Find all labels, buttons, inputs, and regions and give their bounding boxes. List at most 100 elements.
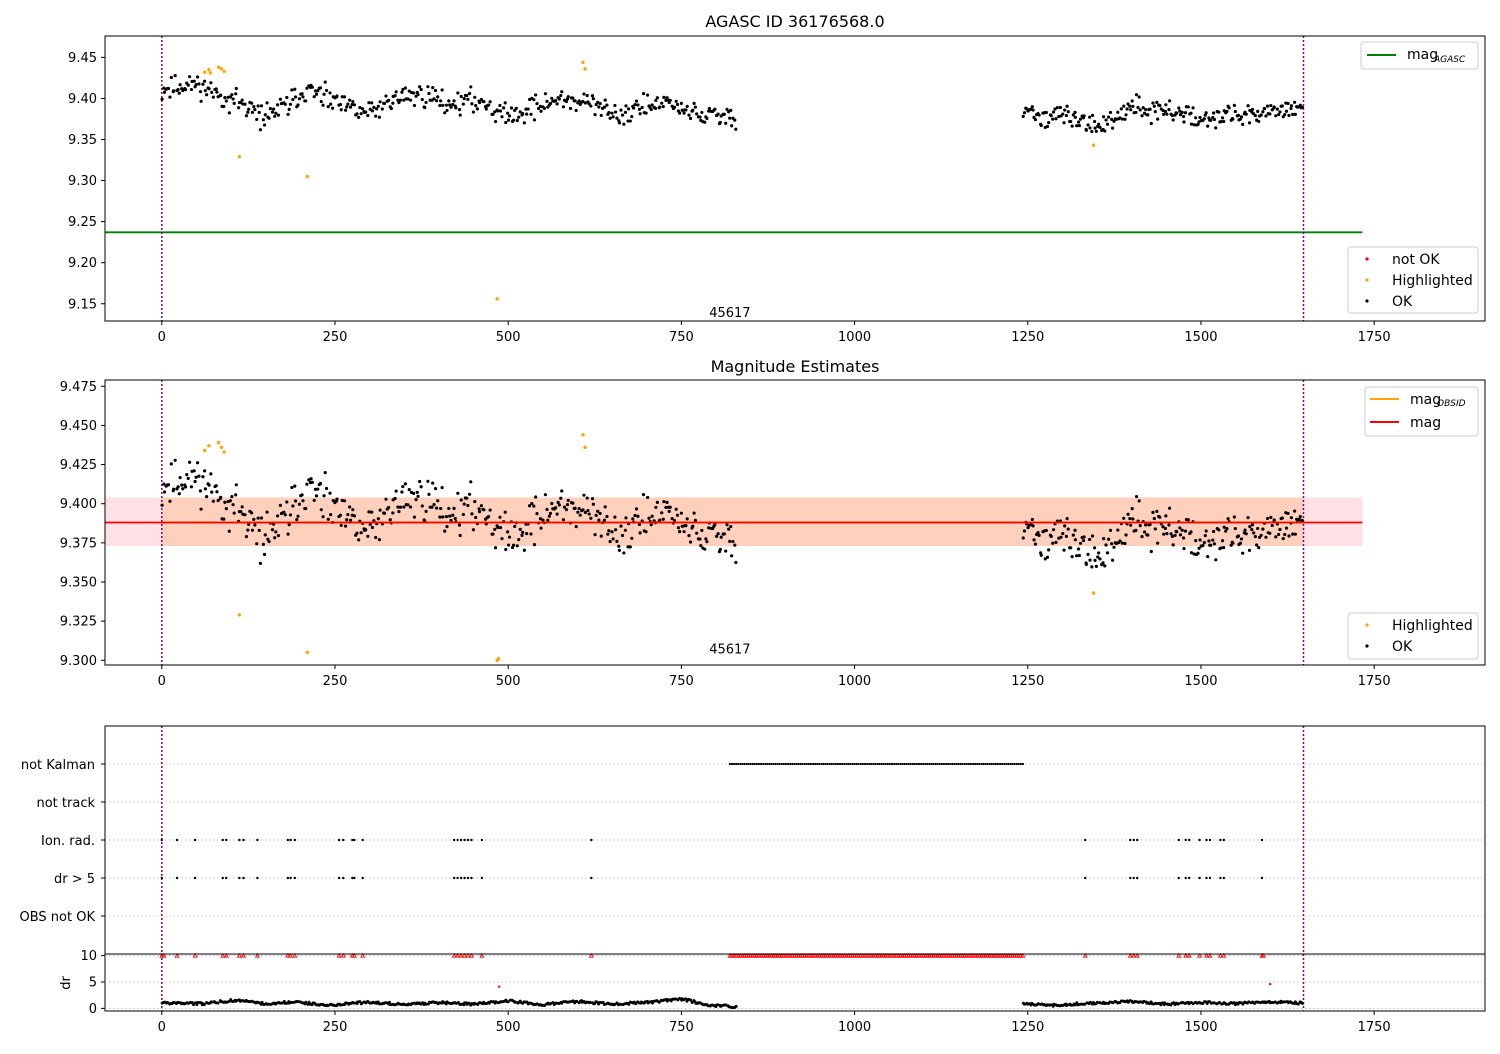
data-point	[1231, 117, 1235, 121]
data-point	[351, 508, 355, 512]
flag-point	[466, 876, 470, 880]
data-point	[397, 509, 401, 514]
flag-point	[992, 762, 995, 766]
flag-point	[936, 762, 939, 766]
flag-point	[452, 876, 456, 880]
data-point	[535, 512, 539, 516]
data-point	[634, 507, 639, 511]
data-point	[498, 109, 503, 113]
data-point	[607, 110, 611, 115]
data-point	[611, 115, 615, 119]
data-point	[529, 532, 533, 536]
data-point	[1086, 123, 1090, 127]
dr-clipped-marker	[1020, 952, 1026, 958]
data-point	[1069, 119, 1073, 124]
flag-point	[1132, 838, 1135, 842]
flag-point	[1015, 762, 1018, 766]
data-point	[545, 99, 549, 104]
flag-point	[1084, 876, 1087, 880]
data-point	[222, 517, 226, 521]
data-point	[447, 506, 451, 510]
flag-label-not-track: not track	[36, 796, 95, 811]
data-point	[443, 529, 447, 533]
data-point	[394, 489, 398, 493]
data-point	[1164, 514, 1168, 518]
data-point	[658, 105, 662, 109]
data-point	[613, 103, 617, 108]
flag-point	[1187, 838, 1191, 842]
flag-point	[337, 876, 341, 880]
data-point	[550, 501, 554, 506]
data-point	[1142, 530, 1147, 534]
data-point	[1110, 117, 1114, 122]
estimates-legend-lower: Highlighted OK	[1347, 612, 1479, 660]
data-point	[1054, 117, 1058, 121]
data-point	[646, 495, 650, 500]
data-point	[1066, 527, 1070, 531]
data-point	[382, 101, 387, 106]
data-point	[186, 476, 190, 480]
dr-y-axis: 0 5 10	[80, 949, 105, 1017]
data-point	[1088, 558, 1092, 562]
data-point	[293, 95, 298, 99]
data-point	[687, 113, 691, 117]
data-point	[370, 525, 375, 530]
data-point	[728, 539, 732, 543]
data-point	[1161, 525, 1165, 529]
flag-point	[911, 762, 914, 766]
data-point	[493, 527, 497, 531]
data-point	[1212, 111, 1216, 115]
data-point	[318, 86, 323, 90]
data-point	[640, 105, 644, 110]
data-point	[1167, 523, 1171, 527]
flag-point	[776, 762, 779, 766]
data-point	[550, 96, 554, 100]
data-point	[162, 490, 167, 494]
data-point	[475, 107, 479, 111]
dr-clipped-marker	[1131, 952, 1137, 958]
data-point	[1084, 562, 1088, 567]
dr-point	[516, 1001, 520, 1005]
agasc-legend-lower: not OK Highlighted OK	[1347, 246, 1479, 314]
flag-point	[293, 838, 297, 842]
data-point	[1156, 541, 1160, 545]
x-tick-label: 750	[669, 1020, 694, 1035]
data-point	[614, 528, 618, 532]
data-point	[412, 91, 416, 95]
data-point	[329, 102, 333, 106]
data-point	[444, 103, 448, 107]
data-point	[291, 98, 295, 102]
highlighted-point	[583, 67, 587, 71]
data-point	[636, 514, 640, 518]
flag-point	[965, 762, 968, 766]
data-point	[407, 89, 411, 93]
data-point	[296, 103, 300, 107]
x-tick-label: 500	[496, 330, 521, 345]
x-tick-label: 0	[158, 330, 166, 345]
data-point	[470, 102, 474, 106]
data-point	[1300, 105, 1304, 109]
data-point	[252, 105, 256, 109]
data-point	[734, 127, 738, 131]
data-point	[1227, 106, 1231, 110]
data-point	[377, 115, 382, 119]
data-point	[343, 108, 348, 112]
flag-point	[1017, 762, 1020, 766]
data-point	[1153, 110, 1157, 114]
data-point	[538, 104, 543, 108]
data-point	[180, 483, 184, 487]
flag-point	[824, 762, 827, 766]
data-point	[1217, 528, 1221, 532]
data-point	[259, 516, 264, 520]
data-point	[716, 532, 720, 536]
data-point	[733, 118, 737, 122]
data-point	[1047, 548, 1051, 552]
flag-point	[822, 762, 825, 766]
data-point	[1272, 105, 1276, 109]
data-point	[532, 504, 536, 508]
flag-point	[1208, 838, 1212, 842]
data-point	[1178, 526, 1182, 530]
data-point	[1106, 537, 1111, 541]
data-point	[1264, 114, 1268, 118]
flag-point	[1013, 762, 1016, 766]
